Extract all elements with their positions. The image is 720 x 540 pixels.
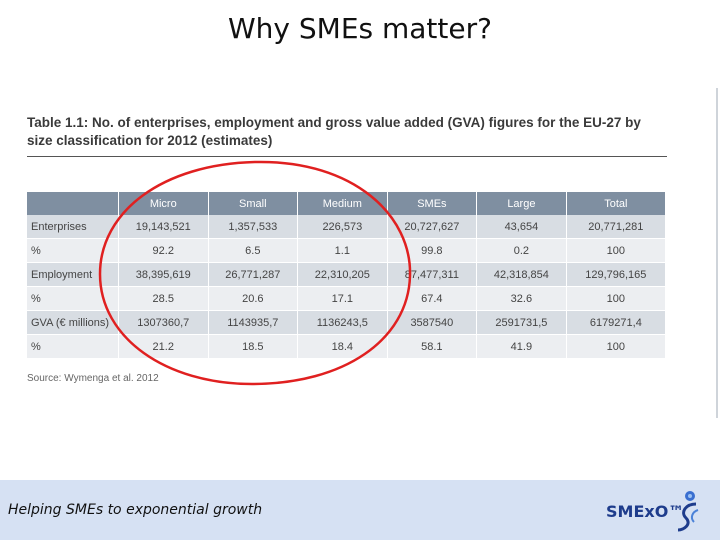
highlight-ellipse bbox=[98, 160, 412, 386]
caption-divider bbox=[27, 156, 667, 157]
table-cell: 18.4 bbox=[297, 334, 388, 359]
table-cell: 1307360,7 bbox=[118, 310, 209, 335]
table-cell: 100 bbox=[566, 238, 667, 263]
highlight-ellipse-stroke bbox=[98, 160, 412, 386]
table-cell: 6179271,4 bbox=[566, 310, 667, 335]
table-cell: 20,771,281 bbox=[566, 215, 667, 239]
table-cell: 87,477,311 bbox=[387, 262, 478, 287]
table-cell: 67.4 bbox=[387, 286, 478, 311]
row-label: Enterprises bbox=[27, 215, 119, 239]
footer-tagline: Helping SMEs to exponential growth bbox=[8, 502, 263, 518]
table-cell: 1,357,533 bbox=[208, 215, 299, 239]
table-cell: 42,318,854 bbox=[476, 262, 567, 287]
table-cell: 17.1 bbox=[297, 286, 388, 311]
table-row-enterprises: Enterprises 19,143,521 1,357,533 226,573… bbox=[27, 215, 667, 239]
table-cell: 0.2 bbox=[476, 238, 567, 263]
table-cell: 21.2 bbox=[118, 334, 209, 359]
sme-data-table: Micro Small Medium SMEs Large Total Ente… bbox=[27, 192, 667, 359]
table-cell: 38,395,619 bbox=[118, 262, 209, 287]
table-row-employment: Employment 38,395,619 26,771,287 22,310,… bbox=[27, 262, 667, 287]
header-cell-empty bbox=[27, 192, 119, 215]
row-label: % bbox=[27, 334, 119, 359]
table-cell: 22,310,205 bbox=[297, 262, 388, 287]
table-cell: 99.8 bbox=[387, 238, 478, 263]
table-cell: 129,796,165 bbox=[566, 262, 667, 287]
table-cell: 41.9 bbox=[476, 334, 567, 359]
table-cell: 28.5 bbox=[118, 286, 209, 311]
swirl-figure-icon bbox=[677, 491, 699, 532]
row-label: Employment bbox=[27, 262, 119, 287]
table-cell: 58.1 bbox=[387, 334, 478, 359]
table-caption: Table 1.1: No. of enterprises, employmen… bbox=[27, 115, 641, 148]
header-cell-large: Large bbox=[476, 192, 567, 215]
table-cell: 1.1 bbox=[297, 238, 388, 263]
table-cell: 1136243,5 bbox=[297, 310, 388, 335]
header-cell-small: Small bbox=[208, 192, 299, 215]
figure-edge bbox=[716, 88, 718, 418]
table-cell: 43,654 bbox=[476, 215, 567, 239]
table-cell: 100 bbox=[566, 334, 667, 359]
table-cell: 6.5 bbox=[208, 238, 299, 263]
row-label: % bbox=[27, 286, 119, 311]
row-label: GVA (€ millions) bbox=[27, 310, 119, 335]
table-cell: 226,573 bbox=[297, 215, 388, 239]
table-cell: 20,727,627 bbox=[387, 215, 478, 239]
table-cell: 26,771,287 bbox=[208, 262, 299, 287]
table-row-gva: GVA (€ millions) 1307360,7 1143935,7 113… bbox=[27, 310, 667, 335]
table-row-gva-pct: % 21.2 18.5 18.4 58.1 41.9 100 bbox=[27, 334, 667, 359]
table-cell: 100 bbox=[566, 286, 667, 311]
table-cell: 92.2 bbox=[118, 238, 209, 263]
header-cell-smes: SMEs bbox=[387, 192, 478, 215]
table-cell: 1143935,7 bbox=[208, 310, 299, 335]
table-cell: 3587540 bbox=[387, 310, 478, 335]
table-cell: 32.6 bbox=[476, 286, 567, 311]
table-cell: 2591731,5 bbox=[476, 310, 567, 335]
table-cell: 18.5 bbox=[208, 334, 299, 359]
logo-text: SMExO™ bbox=[606, 502, 685, 521]
footer-bar: Helping SMEs to exponential growth SMExO… bbox=[0, 480, 720, 540]
slide-title: Why SMEs matter? bbox=[227, 12, 492, 45]
table-row-enterprises-pct: % 92.2 6.5 1.1 99.8 0.2 100 bbox=[27, 238, 667, 263]
smexo-logo: SMExO™ bbox=[606, 490, 706, 532]
table-row-employment-pct: % 28.5 20.6 17.1 67.4 32.6 100 bbox=[27, 286, 667, 311]
source-note: Source: Wymenga et al. 2012 bbox=[27, 373, 159, 384]
header-cell-medium: Medium bbox=[297, 192, 388, 215]
table-cell: 19,143,521 bbox=[118, 215, 209, 239]
header-cell-total: Total bbox=[566, 192, 667, 215]
table-cell: 20.6 bbox=[208, 286, 299, 311]
table-figure: Table 1.1: No. of enterprises, employmen… bbox=[22, 88, 718, 418]
